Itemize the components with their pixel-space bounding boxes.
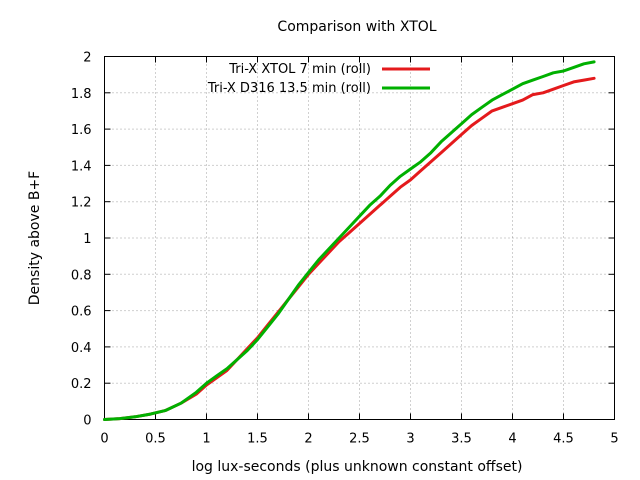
y-tick-label: 0.8	[71, 268, 92, 283]
x-tick-label: 5	[610, 432, 618, 447]
ticks	[104, 56, 615, 420]
y-tick-label: 2	[83, 51, 91, 66]
y-tick-label: 0.2	[71, 377, 92, 392]
x-tick-label: 1.5	[247, 432, 268, 447]
legend: Tri-X XTOL 7 min (roll) Tri-X D316 13.5 …	[207, 62, 430, 96]
x-tick-label: 3	[406, 432, 414, 447]
y-tick-label: 1.4	[71, 159, 92, 174]
y-tick-label: 1.2	[71, 196, 92, 211]
chart-title: Comparison with XTOL	[277, 19, 436, 35]
grid	[104, 56, 615, 420]
y-axis-label: Density above B+F	[27, 171, 43, 305]
y-tick-label: 0.4	[71, 341, 92, 356]
x-tick-label: 2.5	[349, 432, 370, 447]
x-tick-label: 0	[100, 432, 108, 447]
series-line-0	[103, 76, 596, 421]
y-tick-label: 1.8	[71, 87, 92, 102]
y-tick-label: 1	[83, 232, 91, 247]
x-tick-label: 2	[304, 432, 312, 447]
legend-label-d316: Tri-X D316 13.5 min (roll)	[207, 81, 371, 96]
x-tick-label: 1	[202, 432, 210, 447]
x-tick-label: 4	[508, 432, 516, 447]
y-tick-labels: 0 0.2 0.4 0.6 0.8 1 1.2 1.4 1.6 1.8 2	[71, 51, 92, 429]
x-tick-labels: 0 0.5 1 1.5 2 2.5 3 3.5 4 4.5 5	[100, 432, 618, 447]
y-tick-label: 0	[83, 414, 91, 429]
series-line-1	[103, 60, 596, 421]
y-tick-label: 1.6	[71, 123, 92, 138]
series	[103, 60, 596, 421]
x-tick-label: 3.5	[451, 432, 472, 447]
x-axis-label: log lux-seconds (plus unknown constant o…	[192, 459, 523, 475]
legend-label-xtol: Tri-X XTOL 7 min (roll)	[228, 62, 371, 77]
x-tick-label: 0.5	[145, 432, 166, 447]
y-tick-label: 0.6	[71, 305, 92, 320]
x-tick-label: 4.5	[553, 432, 574, 447]
